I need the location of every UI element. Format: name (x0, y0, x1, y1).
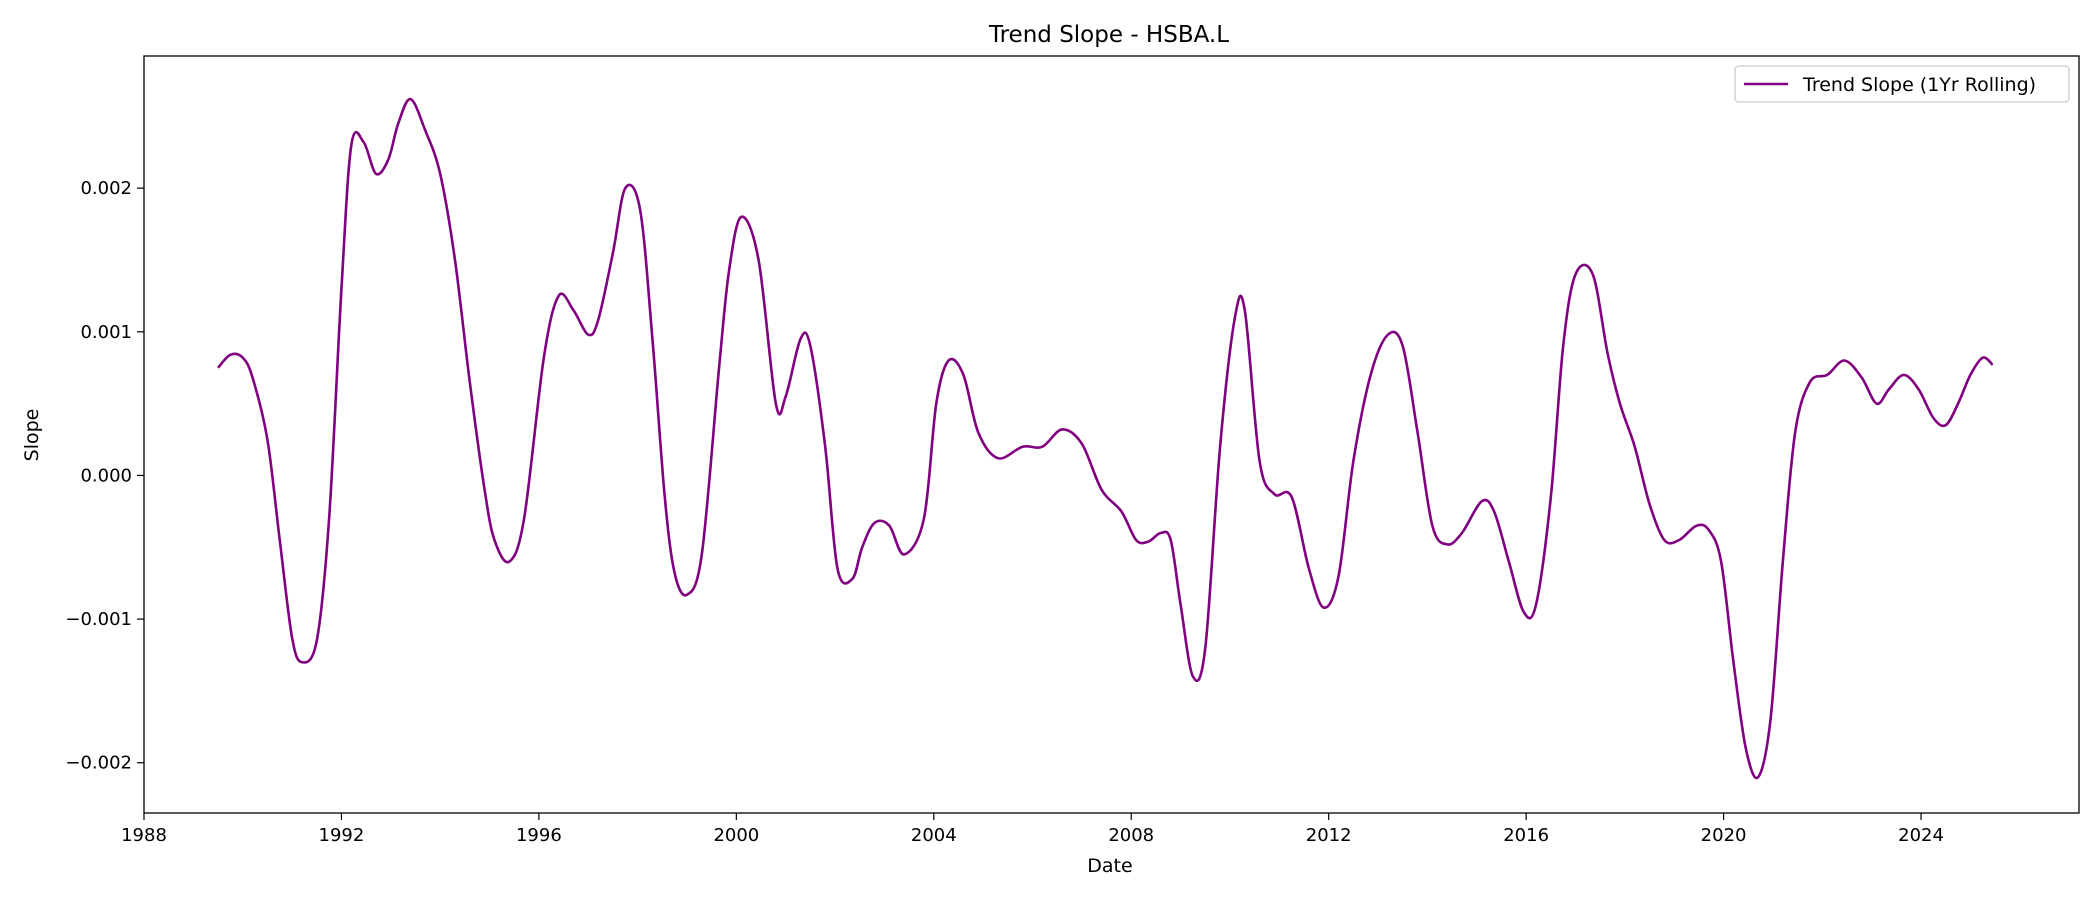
y-tick-label: 0.001 (80, 322, 132, 343)
series-line-trend-slope (217, 97, 1994, 780)
y-axis-label: Slope (21, 409, 43, 462)
chart-title: Trend Slope - HSBA.L (988, 22, 1229, 48)
x-tick-label: 2012 (1306, 825, 1352, 846)
x-tick-label: 1996 (516, 825, 562, 846)
y-tick-label: 0.000 (80, 465, 132, 486)
x-tick-label: 1992 (319, 825, 365, 846)
y-tick-label: −0.002 (65, 753, 132, 774)
x-tick-label: 1988 (121, 825, 167, 846)
x-axis-label: Date (1087, 855, 1132, 877)
x-tick-label: 2024 (1898, 825, 1944, 846)
legend-label: Trend Slope (1Yr Rolling) (1802, 74, 2036, 96)
legend: Trend Slope (1Yr Rolling) (1734, 65, 2070, 103)
x-axis-ticks: 1988 1992 1996 2000 2004 2008 2012 2016 2020 2024 (121, 813, 1944, 846)
x-tick-label: 2020 (1701, 825, 1747, 846)
x-tick-label: 2000 (713, 825, 759, 846)
x-tick-label: 2016 (1503, 825, 1549, 846)
series-line-group (217, 97, 1994, 780)
legend-box (1734, 65, 2070, 103)
plot-frame (143, 55, 2080, 814)
y-tick-label: −0.001 (65, 609, 132, 630)
x-tick-label: 2004 (911, 825, 957, 846)
x-tick-label: 2008 (1108, 825, 1154, 846)
y-tick-label: 0.002 (80, 178, 132, 199)
y-axis-ticks: −0.002 −0.001 0.000 0.001 0.002 (65, 178, 144, 774)
